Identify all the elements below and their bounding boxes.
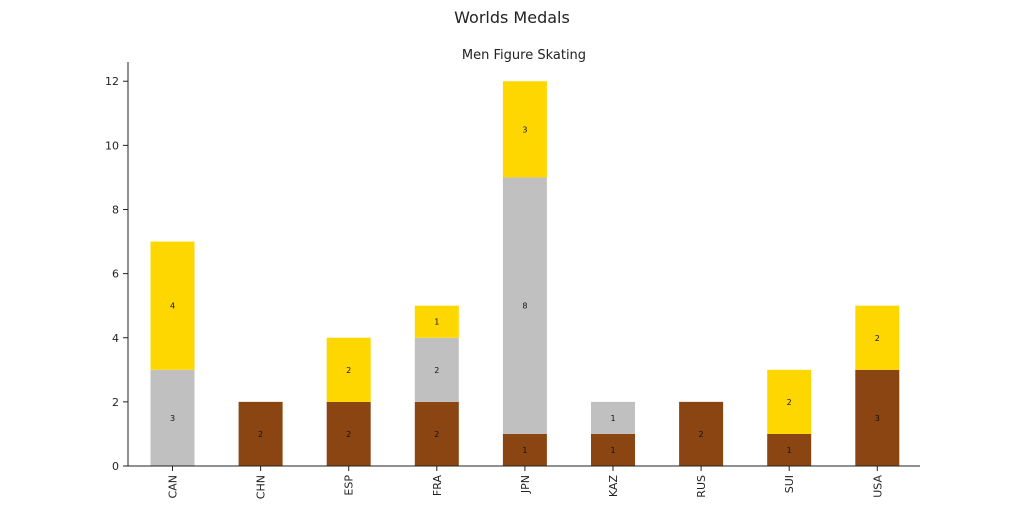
bar-value-label: 2 xyxy=(346,366,351,375)
bar-value-label: 1 xyxy=(610,446,615,455)
bar-sui-segment-0 xyxy=(767,433,812,466)
y-tick-label: 12 xyxy=(105,75,119,88)
y-tick-label: 6 xyxy=(112,268,119,281)
bar-usa-segment-2 xyxy=(855,305,900,370)
bar-jpn-segment-1 xyxy=(502,177,547,434)
bar-value-label: 3 xyxy=(170,414,175,423)
chart-subtitle: Men Figure Skating xyxy=(462,48,586,63)
bar-value-label: 2 xyxy=(699,430,704,439)
x-tick-label: CHN xyxy=(255,475,268,499)
x-tick-label: JPN xyxy=(519,475,532,494)
x-axis-ticks: CAN CHN ESP FRA JPN KAZ RUS SUI USA xyxy=(167,466,884,499)
x-tick-label: RUS xyxy=(695,475,708,498)
x-tick-label: FRA xyxy=(431,475,444,497)
x-tick-label: ESP xyxy=(343,475,356,496)
bar-value-label: 2 xyxy=(875,334,880,343)
bar-esp-segment-2 xyxy=(326,337,371,402)
x-tick-label: USA xyxy=(871,475,884,498)
bar-value-label: 3 xyxy=(522,125,527,134)
x-tick-label: SUI xyxy=(783,475,796,493)
bar-kaz-segment-0 xyxy=(591,433,635,466)
bar-jpn-segment-2 xyxy=(502,81,547,178)
y-tick-label: 0 xyxy=(112,460,119,473)
bar-fra-segment-0 xyxy=(414,401,459,466)
bar-rus-segment-0 xyxy=(679,401,724,466)
bar-value-label: 8 xyxy=(522,302,527,311)
bar-usa-segment-0 xyxy=(855,369,900,466)
bar-esp-segment-0 xyxy=(326,401,371,466)
bar-value-label: 2 xyxy=(258,430,263,439)
bar-value-label: 1 xyxy=(522,446,527,455)
y-tick-label: 8 xyxy=(112,203,119,216)
x-tick-label: CAN xyxy=(167,475,180,498)
bar-value-label: 4 xyxy=(170,302,175,311)
bar-labels-group: 3 4 2 2 2 2 2 1 1 8 3 1 1 2 1 2 3 2 xyxy=(170,125,880,455)
bar-fra-segment-1 xyxy=(414,337,459,402)
bar-sui-segment-2 xyxy=(767,369,812,434)
y-axis-ticks: 0 2 4 6 8 10 12 xyxy=(105,75,128,473)
bar-value-label: 2 xyxy=(434,366,439,375)
bar-value-label: 2 xyxy=(787,398,792,407)
bar-chn-segment-0 xyxy=(238,401,283,466)
y-tick-label: 4 xyxy=(112,332,119,345)
bar-value-label: 1 xyxy=(787,446,792,455)
x-tick-label: KAZ xyxy=(607,475,620,498)
bar-fra-segment-2 xyxy=(414,305,459,338)
y-tick-label: 10 xyxy=(105,139,119,152)
bar-value-label: 1 xyxy=(610,414,615,423)
bar-can-segment-1 xyxy=(150,369,195,466)
bar-value-label: 3 xyxy=(875,414,880,423)
bar-kaz-segment-1 xyxy=(591,401,635,434)
chart-title: Worlds Medals xyxy=(454,8,570,27)
bar-jpn-segment-0 xyxy=(502,433,547,466)
bars-group xyxy=(150,81,900,466)
bar-value-label: 2 xyxy=(346,430,351,439)
y-tick-label: 2 xyxy=(112,396,119,409)
bar-can-segment-2 xyxy=(150,241,195,370)
bar-value-label: 2 xyxy=(434,430,439,439)
bar-value-label: 1 xyxy=(434,318,439,327)
